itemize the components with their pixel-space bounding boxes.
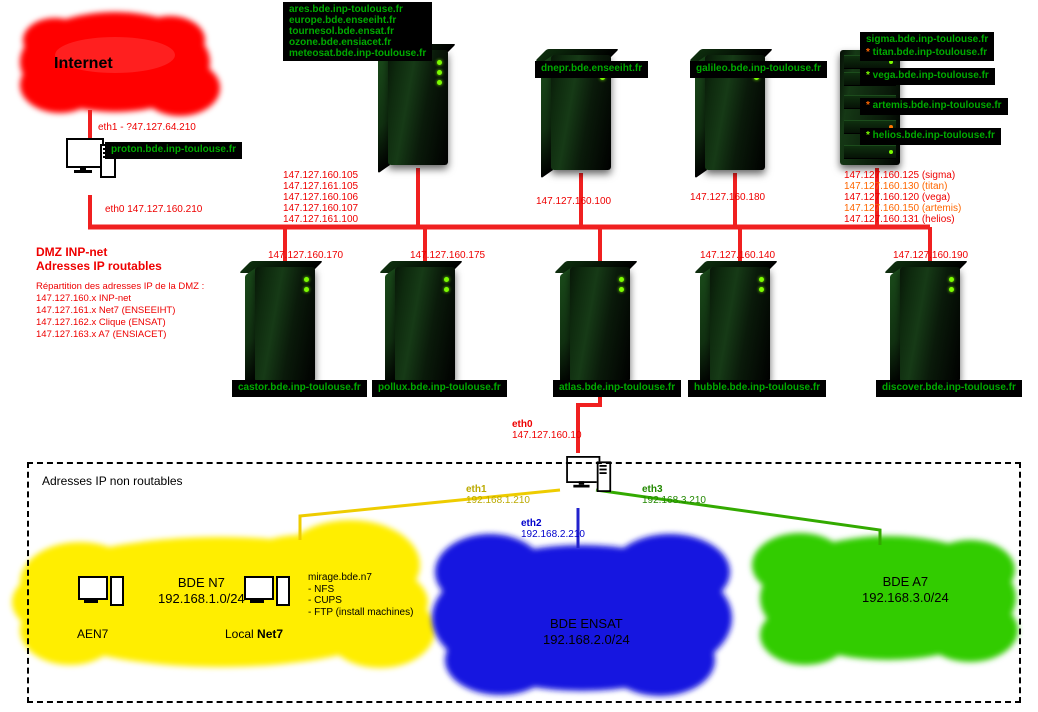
dmz-repart-title: Répartition des adresses IP de la DMZ : <box>36 281 204 293</box>
ares-hosts: ares.bde.inp-toulouse.fr europe.bde.ense… <box>283 2 432 61</box>
discover-hostname: discover.bde.inp-toulouse.fr <box>876 380 1022 397</box>
dmz-line-3: 147.127.163.x A7 (ENSIACET) <box>36 329 166 341</box>
atlas-hostname: atlas.bde.inp-toulouse.fr <box>553 380 681 397</box>
pollux-ip: 147.127.160.175 <box>410 250 485 263</box>
castor-ip: 147.127.160.170 <box>268 250 343 263</box>
internet-label: Internet <box>54 54 113 74</box>
rack-ips: 147.127.160.125 (sigma) 147.127.160.130 … <box>844 170 961 225</box>
server-hubble <box>700 267 780 387</box>
pollux-hostname: pollux.bde.inp-toulouse.fr <box>372 380 507 397</box>
bde-ensat-label: BDE ENSAT192.168.2.0/24 <box>543 616 630 647</box>
mirage-info: mirage.bde.n7 - NFS - CUPS - FTP (instal… <box>308 572 413 618</box>
rack-host-artemis: * artemis.bde.inp-toulouse.fr <box>860 98 1008 115</box>
dmz-title: DMZ INP-net <box>36 245 107 260</box>
router-eth0: eth0147.127.160.10 <box>512 419 582 441</box>
server-ares <box>378 50 458 170</box>
hubble-hostname: hubble.bde.inp-toulouse.fr <box>688 380 826 397</box>
server-castor <box>245 267 325 387</box>
server-pollux <box>385 267 465 387</box>
hubble-ip: 147.127.160.140 <box>700 250 775 263</box>
dmz-subtitle: Adresses IP routables <box>36 259 162 274</box>
galileo-hostname: galileo.bde.inp-toulouse.fr <box>690 61 827 78</box>
non-routable-title: Adresses IP non routables <box>42 474 183 489</box>
aen7-label: AEN7 <box>77 627 108 642</box>
castor-hostname: castor.bde.inp-toulouse.fr <box>232 380 367 397</box>
bde-n7-label: BDE N7192.168.1.0/24 <box>158 575 245 606</box>
discover-ip: 147.127.160.190 <box>893 250 968 263</box>
rack-host-vega: * vega.bde.inp-toulouse.fr <box>860 68 995 85</box>
rack-host-helios: * helios.bde.inp-toulouse.fr <box>860 128 1001 145</box>
dnepr-ip: 147.127.160.100 <box>536 196 611 209</box>
galileo-ip: 147.127.160.180 <box>690 192 765 205</box>
server-discover <box>890 267 970 387</box>
proton-hostname: proton.bde.inp-toulouse.fr <box>105 142 242 159</box>
net7-label: Local Local Net7Net7 <box>225 627 283 642</box>
dmz-line-1: 147.127.161.x Net7 (ENSEEIHT) <box>36 305 175 317</box>
dmz-line-2: 147.127.162.x Clique (ENSAT) <box>36 317 166 329</box>
bde-a7-label: BDE A7192.168.3.0/24 <box>862 574 949 605</box>
server-atlas <box>560 267 640 387</box>
rack-hosts: sigma.bde.inp-toulouse.fr * titan.bde.in… <box>860 32 994 61</box>
proton-eth1: eth1 - ?47.127.64.210 <box>98 122 196 135</box>
ares-ips: 147.127.160.105 147.127.161.105 147.127.… <box>283 170 358 225</box>
proton-eth0: eth0 147.127.160.210 <box>105 204 202 217</box>
dmz-line-0: 147.127.160.x INP-net <box>36 293 131 305</box>
dnepr-hostname: dnepr.bde.enseeiht.fr <box>535 61 648 78</box>
